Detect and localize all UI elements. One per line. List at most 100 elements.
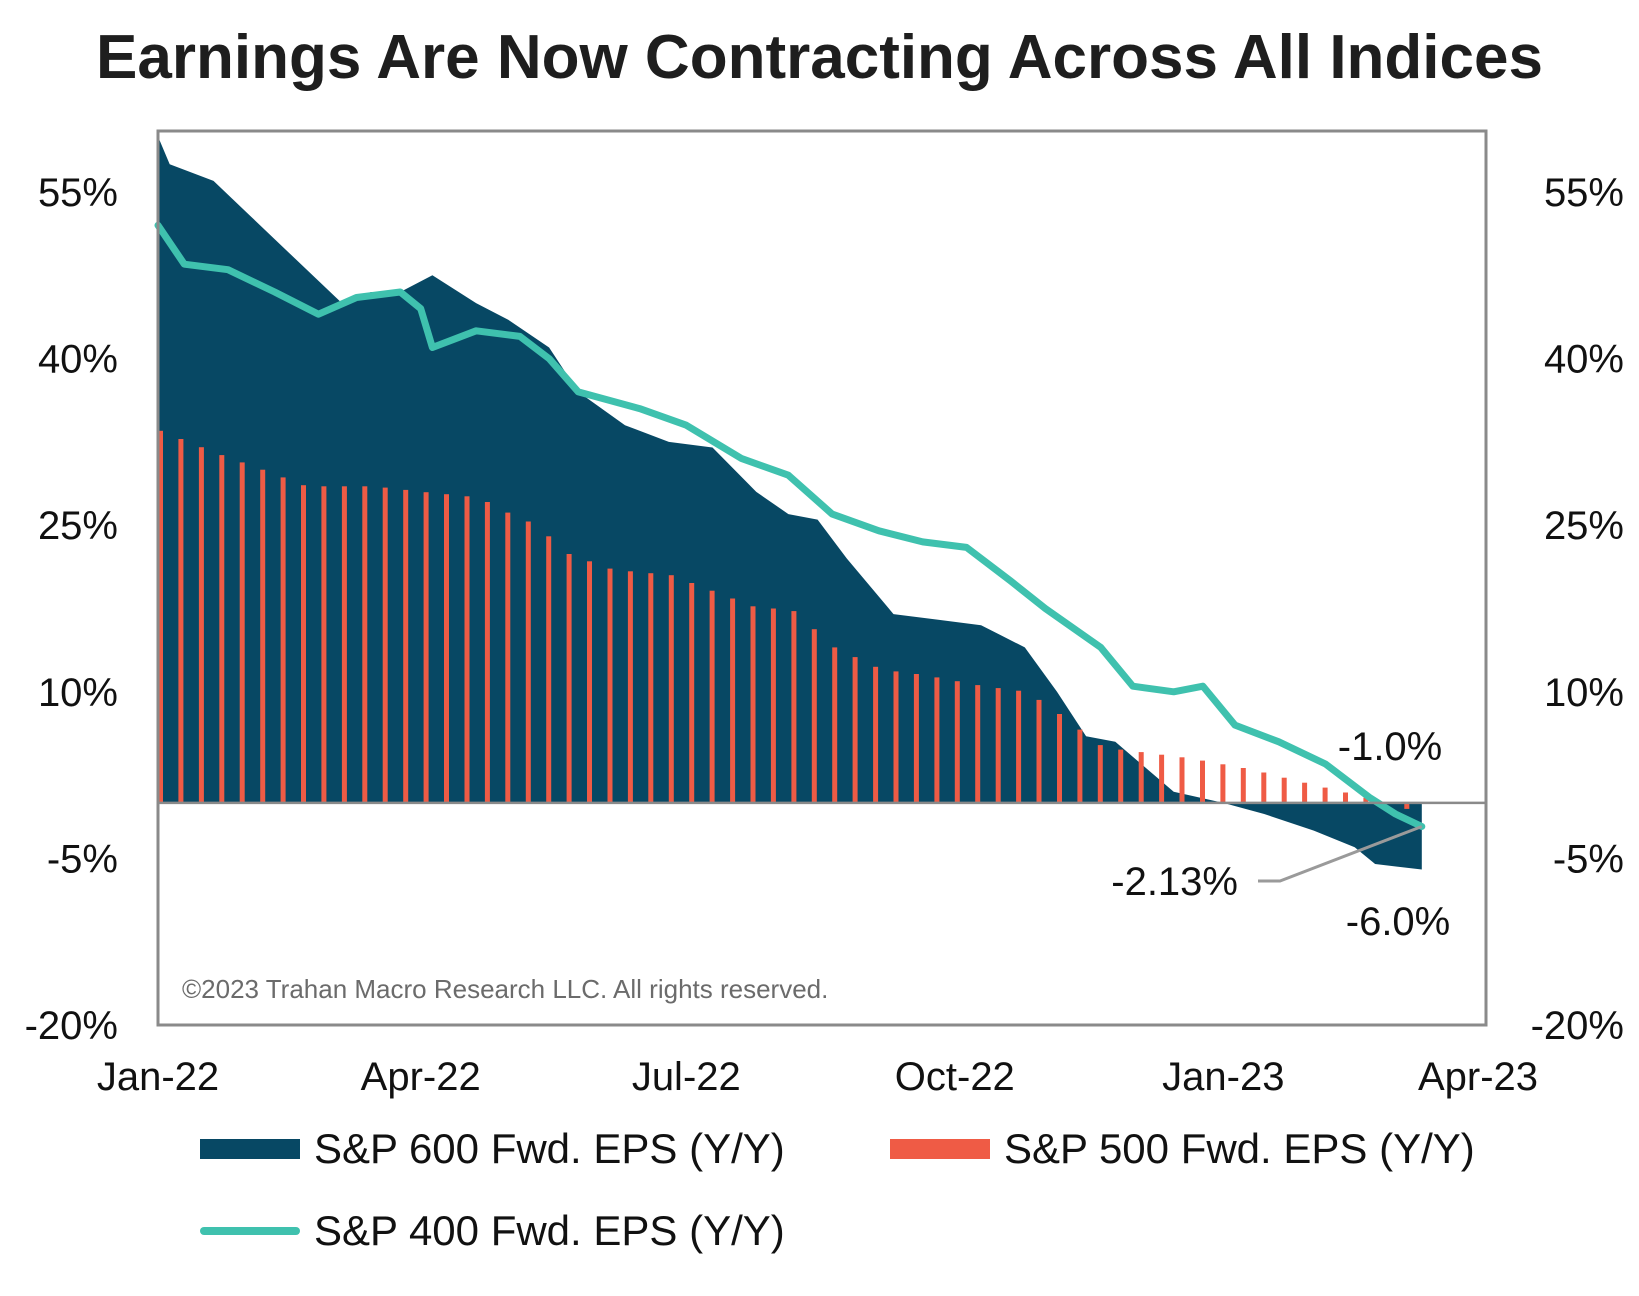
sp500-bar [1281, 777, 1287, 803]
sp500-bar [975, 685, 981, 803]
y-tick-right: 40% [1544, 338, 1624, 382]
sp500-bar [1057, 714, 1062, 803]
sp500-bar [1240, 768, 1246, 803]
sp500-bar [791, 611, 797, 803]
y-tick-left: 40% [38, 338, 118, 382]
sp500-bar [301, 485, 306, 803]
sp500-bar [1363, 797, 1369, 803]
sp500-bar [1077, 729, 1083, 803]
sp500-bar [341, 486, 347, 803]
sp500-bar [444, 494, 449, 803]
legend-item-sp500: S&P 500 Fwd. EPS (Y/Y) [890, 1125, 1475, 1173]
sp500-bar [627, 571, 633, 803]
sp500-bar [464, 496, 470, 803]
y-tick-left: -5% [47, 837, 118, 881]
sp500-bar [913, 674, 919, 803]
annotation-leader-line [1258, 825, 1423, 883]
y-axis-right: 55% 40% 25% 10% -5% -20% [1531, 171, 1624, 1048]
sp500-bar [1343, 792, 1348, 803]
x-tick-label: Apr-23 [1418, 1055, 1538, 1099]
sp500-bar [1322, 787, 1328, 803]
sp500-bar [954, 681, 960, 803]
y-tick-right: 55% [1544, 171, 1624, 215]
x-tick-label: Oct-22 [895, 1055, 1015, 1099]
x-tick-label: Jan-22 [97, 1055, 219, 1099]
x-tick-label: Jul-22 [632, 1055, 741, 1099]
x-axis: Jan-22 Apr-22 Jul-22 Oct-22 Jan-23 Apr-23 [97, 1055, 1538, 1099]
sp500-bar [566, 554, 572, 803]
sp500-bar [709, 590, 715, 803]
sp500-series [158, 430, 1410, 809]
sp500-bar [239, 462, 245, 803]
x-tick-label: Apr-22 [361, 1055, 481, 1099]
sp500-bar [689, 583, 695, 803]
sp500-bar [158, 430, 163, 803]
sp500-bar [934, 677, 940, 803]
legend: S&P 600 Fwd. EPS (Y/Y) S&P 500 Fwd. EPS … [0, 1125, 1639, 1285]
sp500-bar [505, 512, 511, 803]
sp500-bar [587, 561, 592, 803]
sp500-bar [321, 486, 327, 803]
sp500-bar [750, 606, 756, 803]
annotation-sp500-last: -1.0% [1338, 725, 1443, 769]
sp500-bar [893, 671, 899, 803]
sp500-bar [546, 536, 552, 803]
legend-label-sp500: S&P 500 Fwd. EPS (Y/Y) [1004, 1125, 1475, 1172]
sp500-bar [1097, 745, 1103, 803]
sp500-bar [382, 487, 388, 803]
sp500-bar [730, 598, 736, 803]
sp500-bar [280, 477, 286, 803]
sp500-bar [1138, 752, 1144, 803]
x-tick-label: Jan-23 [1162, 1055, 1284, 1099]
copyright-note: ©2023 Trahan Macro Research LLC. All rig… [182, 974, 828, 1004]
sp500-bar [525, 521, 531, 803]
sp500-bar [423, 492, 429, 803]
sp500-bar [1036, 699, 1042, 803]
y-tick-left: 25% [38, 504, 118, 548]
sp400-series [154, 221, 1426, 830]
sp500-bar [1302, 782, 1308, 803]
legend-item-sp600: S&P 600 Fwd. EPS (Y/Y) [200, 1125, 785, 1173]
sp500-bar [403, 489, 409, 803]
legend-swatch-sp600 [200, 1139, 300, 1159]
sp500-bar [1220, 764, 1226, 803]
sp600-series [158, 136, 1422, 870]
annotation-sp600-last: -6.0% [1346, 900, 1451, 944]
annotations: -1.0% -2.13% -6.0% [1111, 725, 1450, 944]
sp500-bar [1404, 802, 1410, 809]
annotation-sp400-last: -2.13% [1111, 860, 1238, 904]
sp500-bar [648, 573, 654, 803]
sp500-bar [668, 575, 674, 803]
y-tick-right: -5% [1553, 837, 1624, 881]
sp500-bar [811, 629, 817, 803]
sp500-bar [484, 502, 490, 803]
sp500-bar [1261, 772, 1267, 803]
sp500-bar [1118, 749, 1124, 803]
sp500-bar [1200, 760, 1205, 803]
y-tick-left: -20% [25, 1004, 118, 1048]
sp500-bar [607, 568, 613, 803]
sp500-bar [1016, 690, 1022, 803]
legend-label-sp400: S&P 400 Fwd. EPS (Y/Y) [314, 1207, 785, 1254]
chart-title: Earnings Are Now Contracting Across All … [96, 23, 1543, 92]
y-tick-right: 25% [1544, 504, 1624, 548]
sp400-line [154, 221, 1426, 830]
legend-label-sp600: S&P 600 Fwd. EPS (Y/Y) [314, 1125, 785, 1172]
legend-swatch-sp400 [200, 1227, 300, 1235]
y-tick-right: -20% [1531, 1004, 1624, 1048]
sp500-bar [832, 647, 838, 803]
y-tick-left: 10% [38, 671, 118, 715]
legend-item-sp400: S&P 400 Fwd. EPS (Y/Y) [200, 1207, 785, 1255]
sp500-bar [852, 657, 858, 803]
sp500-bar [995, 688, 1001, 803]
plot-frame [156, 129, 1488, 1027]
y-axis-left: 55% 40% 25% 10% -5% -20% [25, 171, 118, 1048]
sp600-area [158, 136, 1422, 870]
sp500-bar [219, 455, 225, 803]
y-tick-right: 10% [1544, 671, 1624, 715]
sp500-bar [178, 439, 184, 803]
y-tick-left: 55% [38, 171, 118, 215]
sp500-bar [198, 447, 204, 803]
sp500-bar [1159, 754, 1165, 803]
